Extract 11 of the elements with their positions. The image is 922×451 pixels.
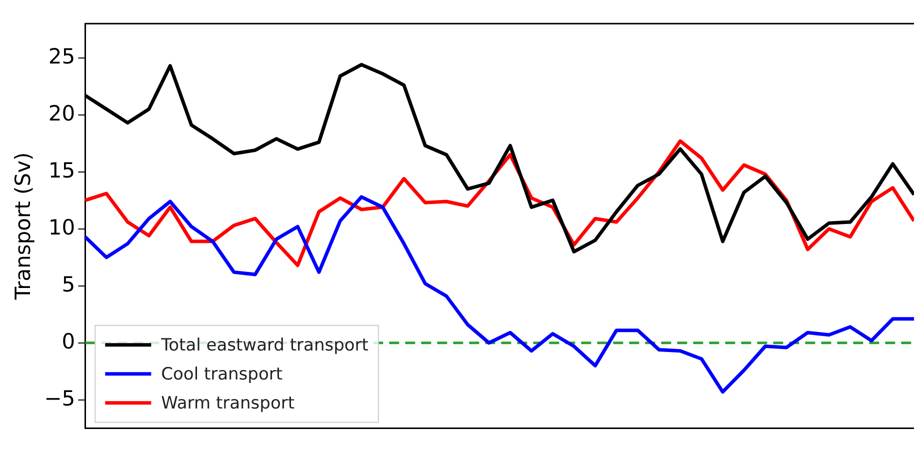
y-tick-label: −5 xyxy=(44,386,76,410)
y-axis-title: Transport (Sv) xyxy=(11,152,36,301)
y-tick-label: 0 xyxy=(62,329,76,354)
legend-label: Cool transport xyxy=(161,364,283,384)
legend-label: Warm transport xyxy=(161,393,295,414)
legend-label: Total eastward transport xyxy=(160,335,369,356)
y-tick-label: 5 xyxy=(62,272,76,296)
y-tick-label: 25 xyxy=(48,44,76,68)
y-tick-label: 15 xyxy=(48,158,76,182)
y-tick-label: 20 xyxy=(48,101,76,126)
y-tick-label: 10 xyxy=(48,215,76,240)
